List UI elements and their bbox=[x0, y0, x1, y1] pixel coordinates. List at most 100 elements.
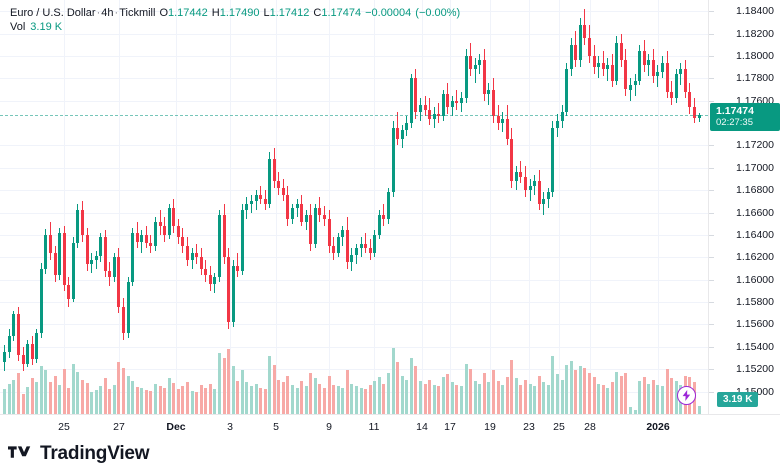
candle-body bbox=[486, 89, 490, 94]
volume-bar bbox=[290, 385, 294, 414]
lightning-bolt-icon[interactable] bbox=[677, 386, 696, 405]
volume-bar bbox=[235, 381, 239, 414]
volume-bar bbox=[660, 386, 664, 414]
candle-body bbox=[532, 181, 536, 186]
volume-bar bbox=[614, 372, 618, 414]
candle-wick bbox=[475, 58, 476, 83]
volume-bar bbox=[185, 382, 189, 414]
volume-bar bbox=[144, 390, 148, 414]
volume-bar bbox=[509, 360, 513, 414]
volume-bar bbox=[240, 370, 244, 414]
price-axis-label: 1.18000 bbox=[736, 49, 774, 62]
candle-body bbox=[418, 105, 422, 112]
bar-countdown: 02:27:35 bbox=[716, 117, 753, 128]
tradingview-logo[interactable]: TradingView bbox=[8, 443, 150, 465]
chart-plot-area[interactable] bbox=[0, 0, 708, 414]
volume-bar bbox=[212, 389, 216, 414]
candle-body bbox=[505, 118, 509, 139]
candle-body bbox=[2, 351, 6, 362]
candle-body bbox=[25, 343, 29, 364]
volume-bar bbox=[697, 406, 701, 414]
candle-body bbox=[322, 214, 326, 220]
candle-body bbox=[372, 234, 376, 253]
volume-bar bbox=[427, 380, 431, 414]
time-axis[interactable]: 25 27 Dec 3 5 9 11 14 17 19 23 25 28 2026 bbox=[0, 414, 780, 439]
candle-wick bbox=[648, 53, 649, 77]
candle-body bbox=[281, 187, 285, 195]
candle-body bbox=[299, 203, 303, 222]
candle-body bbox=[345, 230, 349, 262]
volume-bar bbox=[541, 382, 545, 414]
candle-body bbox=[107, 270, 111, 278]
price-axis-tick bbox=[709, 190, 714, 191]
gridline-vertical bbox=[119, 0, 120, 414]
volume-bar bbox=[505, 377, 509, 414]
candle-body bbox=[496, 116, 500, 124]
volume-bar bbox=[71, 364, 75, 414]
price-axis-tick bbox=[709, 213, 714, 214]
volume-bar bbox=[633, 410, 637, 414]
volume-bar bbox=[267, 356, 271, 414]
time-axis-label: 23 bbox=[523, 421, 535, 433]
candle-body bbox=[587, 38, 591, 56]
volume-bar bbox=[523, 380, 527, 414]
price-axis-tick bbox=[709, 392, 714, 393]
volume-bar bbox=[573, 370, 577, 414]
volume-bar bbox=[560, 380, 564, 414]
volume-bar bbox=[167, 378, 171, 414]
time-axis-label: 17 bbox=[444, 421, 456, 433]
candle-body bbox=[103, 237, 107, 271]
candle-wick bbox=[488, 82, 489, 106]
volume-bar bbox=[7, 384, 11, 414]
volume-bar bbox=[263, 389, 267, 414]
candle-body bbox=[48, 234, 52, 253]
candle-body bbox=[623, 60, 627, 90]
candle-body bbox=[450, 100, 454, 108]
gridline-horizontal bbox=[0, 190, 708, 191]
volume-bar bbox=[569, 361, 573, 414]
volume-bar bbox=[254, 384, 258, 414]
gridline-vertical bbox=[276, 0, 277, 414]
volume-bar bbox=[80, 380, 84, 414]
candle-body bbox=[368, 248, 372, 253]
volume-bar bbox=[546, 385, 550, 414]
volume-bar bbox=[203, 388, 207, 414]
volume-bar bbox=[459, 386, 463, 414]
candle-wick bbox=[680, 62, 681, 86]
volume-bar bbox=[75, 372, 79, 414]
volume-bar bbox=[587, 373, 591, 414]
candle-body bbox=[308, 214, 312, 244]
candle-body bbox=[377, 214, 381, 235]
price-axis-label: 1.16000 bbox=[736, 273, 774, 286]
candle-body bbox=[637, 51, 641, 81]
candle-body bbox=[295, 203, 299, 209]
candle-body bbox=[409, 78, 413, 124]
volume-bar bbox=[53, 376, 57, 414]
candle-body bbox=[258, 194, 262, 200]
candle-body bbox=[276, 181, 280, 188]
volume-bar bbox=[308, 373, 312, 414]
candle-body bbox=[194, 252, 198, 258]
price-axis-tick bbox=[709, 34, 714, 35]
volume-bar bbox=[468, 369, 472, 414]
candle-body bbox=[11, 314, 15, 336]
volume-bar bbox=[450, 382, 454, 414]
gridline-horizontal bbox=[0, 302, 708, 303]
candle-body bbox=[304, 214, 308, 222]
candle-wick bbox=[365, 232, 366, 253]
candle-body bbox=[349, 255, 353, 262]
candle-body bbox=[660, 62, 664, 72]
volume-bar bbox=[94, 390, 98, 414]
volume-bar bbox=[126, 376, 130, 414]
candle-body bbox=[317, 208, 321, 215]
volume-bar bbox=[349, 384, 353, 414]
volume-tag-value: 3.19 K bbox=[723, 394, 753, 405]
price-axis[interactable]: 1.18400 1.18200 1.18000 1.17800 1.17600 1.172… bbox=[708, 0, 780, 414]
volume-bar bbox=[11, 380, 15, 414]
volume-bar bbox=[432, 385, 436, 414]
volume-bar bbox=[276, 380, 280, 414]
candle-body bbox=[43, 234, 47, 269]
volume-bar bbox=[190, 391, 194, 414]
candle-body bbox=[395, 127, 399, 139]
gridline-horizontal bbox=[0, 392, 708, 393]
